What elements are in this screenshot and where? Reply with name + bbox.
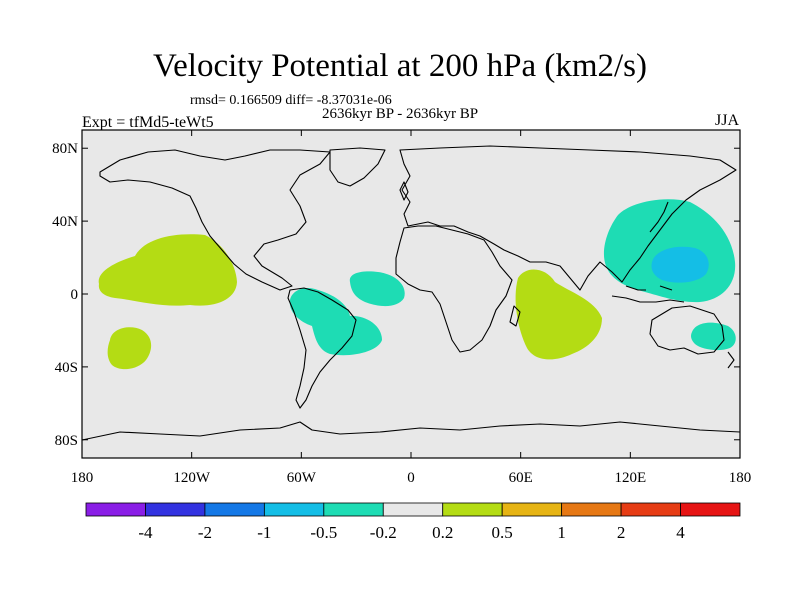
- coastlines: [82, 145, 740, 441]
- greenland-coastline: [329, 147, 386, 187]
- positive-anomaly-indian-ocean: [515, 269, 602, 360]
- colorbar: -4 -2 -1 -0.5 -0.2 0.2 0.5 1 2 4: [85, 502, 741, 542]
- x-tick-label: 0: [407, 470, 415, 486]
- indonesia-coastline: [611, 285, 685, 303]
- africa-coastline: [395, 225, 513, 353]
- season-label: JJA: [715, 112, 740, 129]
- colorbar-swatch: [442, 502, 503, 517]
- uk-coastline: [399, 181, 409, 201]
- colorbar-level-label: -0.2: [370, 523, 397, 542]
- new-zealand-coastline: [727, 351, 735, 369]
- eurasia-coastline: [399, 145, 737, 291]
- y-axis: 80N 40N 0 40S 80S: [52, 141, 740, 449]
- y-tick-label: 40S: [55, 360, 78, 376]
- colorbar-level-label: -1: [257, 523, 271, 542]
- negative-anomaly-tropical-atlantic: [349, 271, 405, 307]
- y-tick-label: 40N: [52, 214, 78, 230]
- colorbar-swatch: [323, 502, 384, 517]
- colorbar-swatch: [501, 502, 563, 517]
- colorbar-swatch: [145, 502, 206, 517]
- japan-coastline: [649, 201, 669, 233]
- colorbar-level-label: 1: [557, 523, 566, 542]
- colorbar-level-label: 0.2: [432, 523, 453, 542]
- colorbar-swatch: [382, 502, 444, 517]
- colorbar-swatch: [620, 502, 681, 517]
- colorbar-level-label: 0.5: [492, 523, 513, 542]
- colorbar-level-label: -2: [198, 523, 212, 542]
- colorbar-swatch: [561, 502, 622, 517]
- y-tick-label: 0: [71, 287, 79, 303]
- x-tick-label: 180: [71, 470, 94, 486]
- experiment-label: Expt = tfMd5-teWt5: [82, 114, 214, 131]
- colorbar-swatch: [263, 502, 325, 517]
- negative-anomaly-south-america: [289, 288, 382, 356]
- colorbar-swatch: [85, 502, 146, 517]
- colorbar-swatch: [680, 502, 741, 517]
- x-tick-label: 180: [729, 470, 752, 486]
- colorbar-level-label: 2: [617, 523, 626, 542]
- south-america-coastline: [287, 287, 357, 409]
- period-label: 2636kyr BP - 2636kyr BP: [322, 106, 479, 122]
- positive-anomaly-south-pacific: [107, 327, 152, 370]
- x-tick-label: 120W: [173, 470, 211, 486]
- colorbar-level-label: -0.5: [310, 523, 337, 542]
- colorbar-swatch: [204, 502, 265, 517]
- north-america-coastline: [99, 149, 331, 291]
- colorbar-level-label: -4: [138, 523, 153, 542]
- x-tick-label: 60E: [509, 470, 533, 486]
- x-tick-label: 60W: [287, 470, 317, 486]
- antarctica-coastline: [82, 421, 740, 441]
- negative-anomaly-west-pacific-core: [651, 246, 709, 283]
- positive-anomaly-east-pacific: [98, 234, 237, 306]
- madagascar-coastline: [509, 305, 521, 327]
- australia-coastline: [649, 305, 725, 355]
- colorbar-level-label: 4: [676, 523, 685, 542]
- map-title: Velocity Potential at 200 hPa (km2/s): [152, 48, 648, 84]
- y-tick-label: 80N: [52, 141, 78, 157]
- x-axis: 180 120W 60W 0 60E 120E 180: [71, 130, 752, 486]
- negative-anomaly-australia: [691, 322, 736, 351]
- y-tick-label: 80S: [55, 433, 78, 449]
- statistics-label: rmsd= 0.166509 diff= -8.37031e-06: [190, 93, 392, 108]
- x-tick-label: 120E: [614, 470, 646, 486]
